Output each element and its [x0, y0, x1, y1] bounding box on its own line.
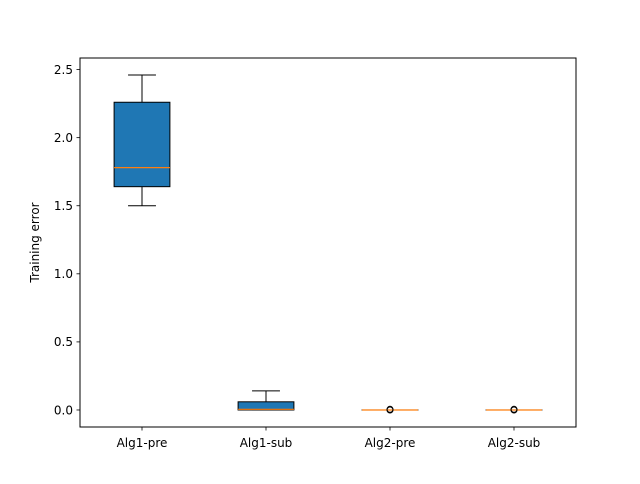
y-tick-label: 0.5	[54, 335, 73, 349]
x-tick-label: Alg2-sub	[488, 436, 541, 450]
x-tick-label: Alg2-pre	[365, 436, 416, 450]
y-tick-label: 2.0	[54, 131, 73, 145]
y-tick-label: 2.5	[54, 63, 73, 77]
x-tick-label: Alg1-sub	[240, 436, 293, 450]
y-axis-label: Training error	[28, 202, 42, 283]
box	[114, 102, 170, 186]
y-tick-label: 1.5	[54, 199, 73, 213]
x-tick-label: Alg1-pre	[117, 436, 168, 450]
y-tick-label: 1.0	[54, 267, 73, 281]
y-tick-label: 0.0	[54, 403, 73, 417]
